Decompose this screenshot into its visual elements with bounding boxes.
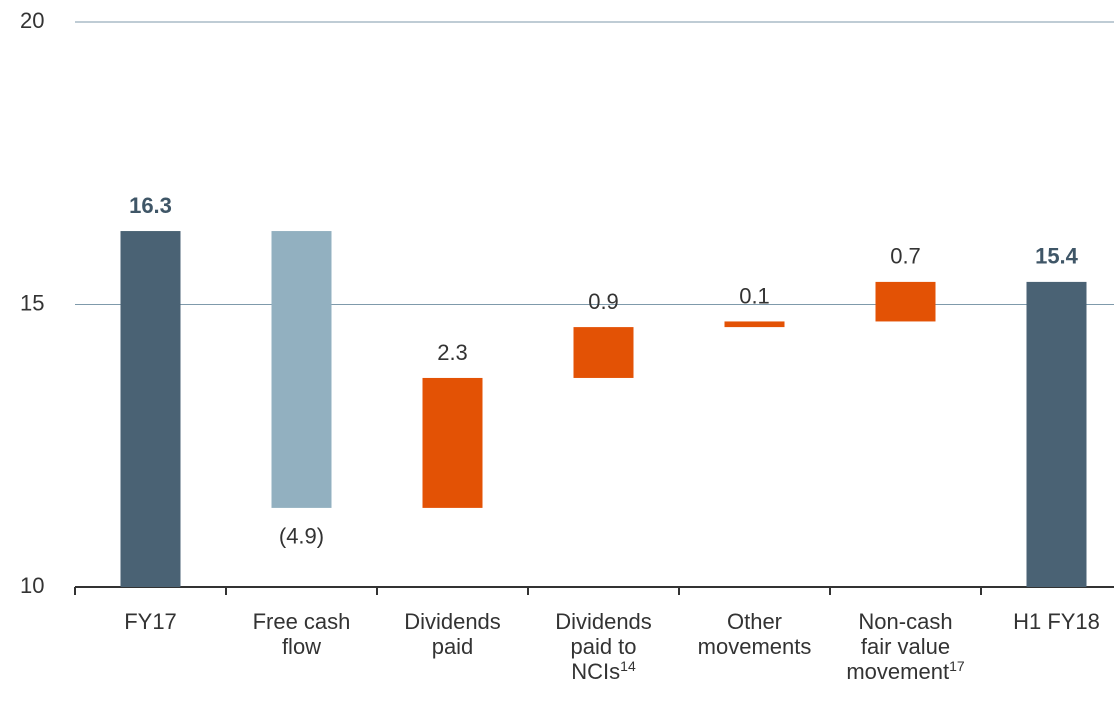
value-label: 0.7 xyxy=(890,244,921,269)
bar xyxy=(422,377,483,508)
y-tick-label: 10 xyxy=(20,573,44,598)
category-text: Dividends paid xyxy=(404,609,501,659)
x-tick-label: Other movements xyxy=(694,609,816,659)
x-tick-label: Free cash flow xyxy=(241,609,363,659)
bar xyxy=(1026,281,1087,587)
footnote-ref: 14 xyxy=(620,658,636,674)
bar xyxy=(573,327,634,378)
y-tick-label: 20 xyxy=(20,8,44,33)
value-label: 0.1 xyxy=(739,283,770,308)
category-text: Dividends paid to NCIs xyxy=(555,609,652,684)
x-tick-label: Dividends paid to NCIs14 xyxy=(543,609,665,684)
x-tick-label: H1 FY18 xyxy=(996,609,1114,634)
value-label: 16.3 xyxy=(129,193,172,218)
x-tick-label: FY17 xyxy=(90,609,212,634)
value-label: 0.9 xyxy=(588,289,619,314)
footnote-ref: 17 xyxy=(949,658,965,674)
bar xyxy=(724,321,785,328)
value-label: 2.3 xyxy=(437,340,468,365)
category-text: Non-cash fair value movement xyxy=(846,609,953,684)
y-tick-label: 15 xyxy=(20,290,44,315)
category-text: Free cash flow xyxy=(252,609,351,659)
category-text: Other movements xyxy=(697,609,812,659)
category-text: FY17 xyxy=(124,609,177,634)
bar xyxy=(271,231,332,508)
bar xyxy=(120,231,181,588)
category-text: H1 FY18 xyxy=(1013,609,1100,634)
x-tick-label: Non-cash fair value movement17 xyxy=(845,609,967,684)
bar xyxy=(875,281,936,322)
value-label: 15.4 xyxy=(1035,244,1079,269)
x-tick-label: Dividends paid xyxy=(392,609,514,659)
value-label: (4.9) xyxy=(279,524,324,549)
